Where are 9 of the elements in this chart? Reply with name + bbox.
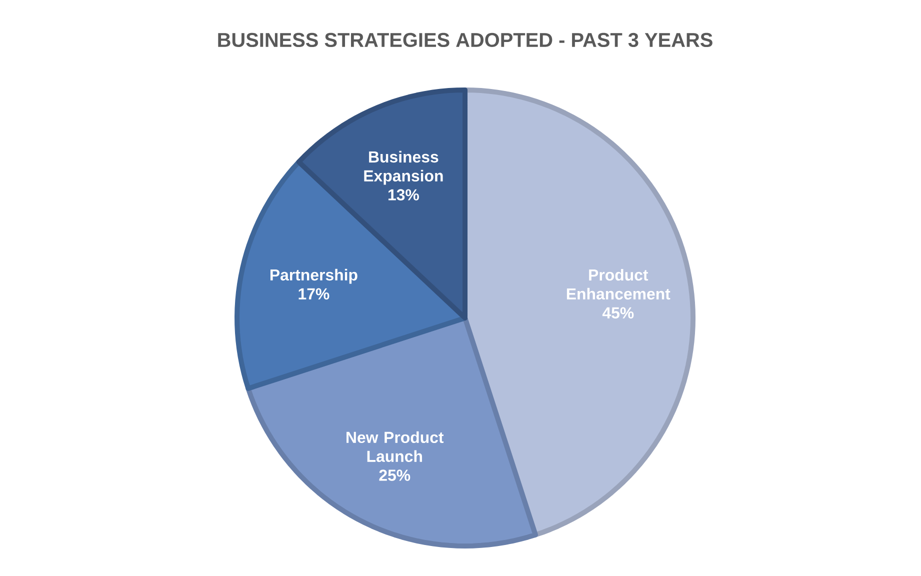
slice-label: Partnership — [270, 268, 358, 284]
data-label: 13% — [388, 189, 419, 200]
data-label: 17% — [298, 288, 330, 300]
chart-title: BUSINESS STRATEGIES ADOPTED - PAST 3 YEARS — [218, 32, 712, 48]
data-label: 25% — [379, 470, 410, 481]
slice-label: Business Expansion — [364, 150, 443, 185]
slice-label: Product Enhancement — [566, 268, 670, 300]
slice-label: New Product Launch — [346, 431, 444, 462]
data-label: 45% — [602, 307, 634, 319]
